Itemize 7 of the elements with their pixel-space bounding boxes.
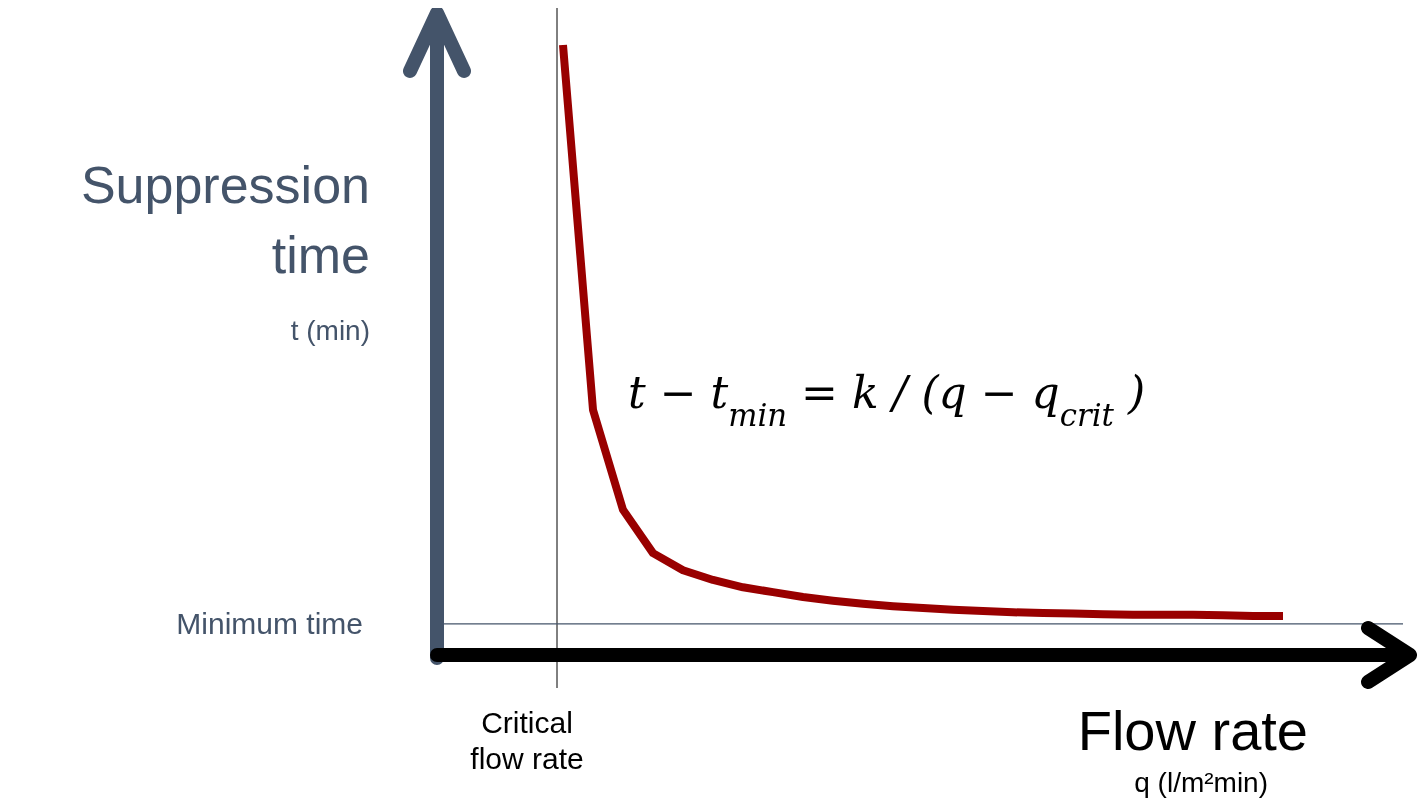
- text: t (min): [290, 315, 370, 346]
- text: q (l/m²min): [1134, 767, 1268, 798]
- text: Minimum time: [176, 606, 363, 640]
- text: Critical flow rate: [470, 706, 584, 775]
- y-axis-title: Suppression time: [80, 156, 370, 284]
- x-axis-title: Flow rate: [1077, 699, 1308, 762]
- annotation: t − t$_{min}$ = k / (q − q$_{crit}$): [628, 367, 1146, 433]
